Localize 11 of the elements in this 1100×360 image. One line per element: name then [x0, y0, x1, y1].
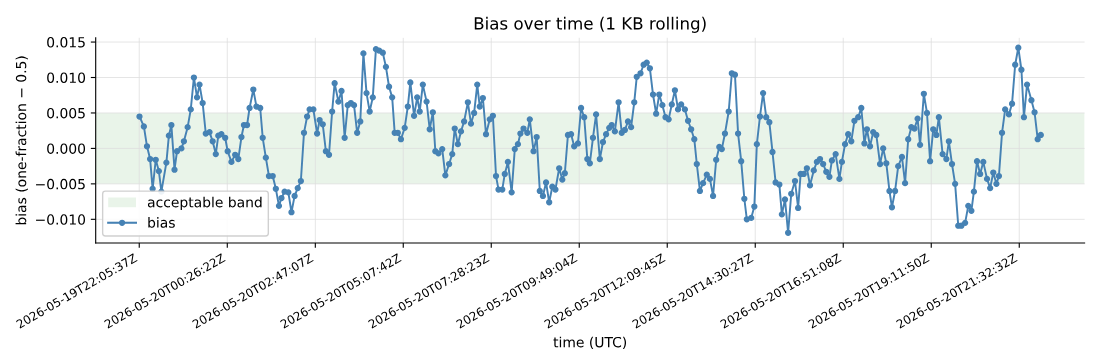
y-tick-label: −0.010 — [36, 214, 86, 225]
y-axis-title: bias (one-fraction − 0.5) — [15, 56, 28, 225]
y-tick-label: −0.005 — [36, 178, 85, 190]
chart-title: Bias over time (1 KB rolling) — [474, 16, 706, 33]
x-axis-title: time (UTC) — [553, 336, 627, 350]
y-tick-label: 0.005 — [47, 107, 85, 119]
y-tick-label: 0.015 — [47, 37, 85, 48]
legend-label: acceptable band — [147, 196, 262, 211]
legend-label: bias — [148, 217, 175, 228]
y-tick-label: 0.010 — [47, 72, 86, 83]
y-tick-label: 0.000 — [47, 143, 86, 154]
